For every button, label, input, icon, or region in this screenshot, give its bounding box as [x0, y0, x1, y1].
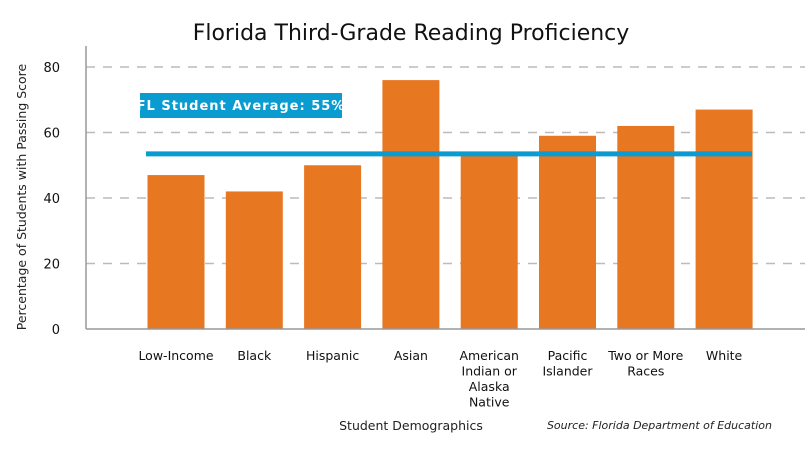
x-tick-label: Asian [394, 348, 428, 363]
x-tick-label: American [459, 348, 519, 363]
bar [382, 80, 440, 329]
y-axis-label: Percentage of Students with Passing Scor… [14, 63, 29, 330]
x-tick-label: Indian or [462, 364, 518, 379]
y-tick-label: 0 [52, 323, 60, 338]
bar [539, 135, 596, 329]
x-tick-label: Alaska [469, 379, 510, 394]
x-tick-label: Two or More [607, 348, 683, 363]
average-label-box [140, 93, 342, 118]
bar [225, 191, 283, 329]
bar [304, 165, 362, 329]
x-tick-label: Black [237, 348, 272, 363]
x-tick-label: Pacific [548, 348, 588, 363]
x-axis-label: Student Demographics [339, 418, 483, 433]
bar [617, 125, 675, 329]
y-tick-label: 60 [43, 127, 60, 142]
average-label: FL Student Average: 55% [137, 99, 346, 114]
x-tick-label: Low-Income [138, 348, 213, 363]
source-note: Source: Florida Department of Education [547, 419, 772, 432]
x-tick-label: Islander [542, 364, 593, 379]
bar [695, 109, 753, 329]
y-tick-label: 20 [43, 258, 60, 273]
x-tick-label: Native [469, 395, 510, 410]
bar [460, 155, 518, 329]
y-tick-label: 80 [43, 61, 60, 76]
y-tick-label: 40 [43, 192, 60, 207]
x-tick-label: Races [627, 364, 664, 379]
x-tick-label: Hispanic [306, 348, 359, 363]
bar [147, 175, 205, 329]
x-tick-label: White [706, 348, 743, 363]
chart-title: Florida Third-Grade Reading Proficiency [193, 21, 630, 46]
